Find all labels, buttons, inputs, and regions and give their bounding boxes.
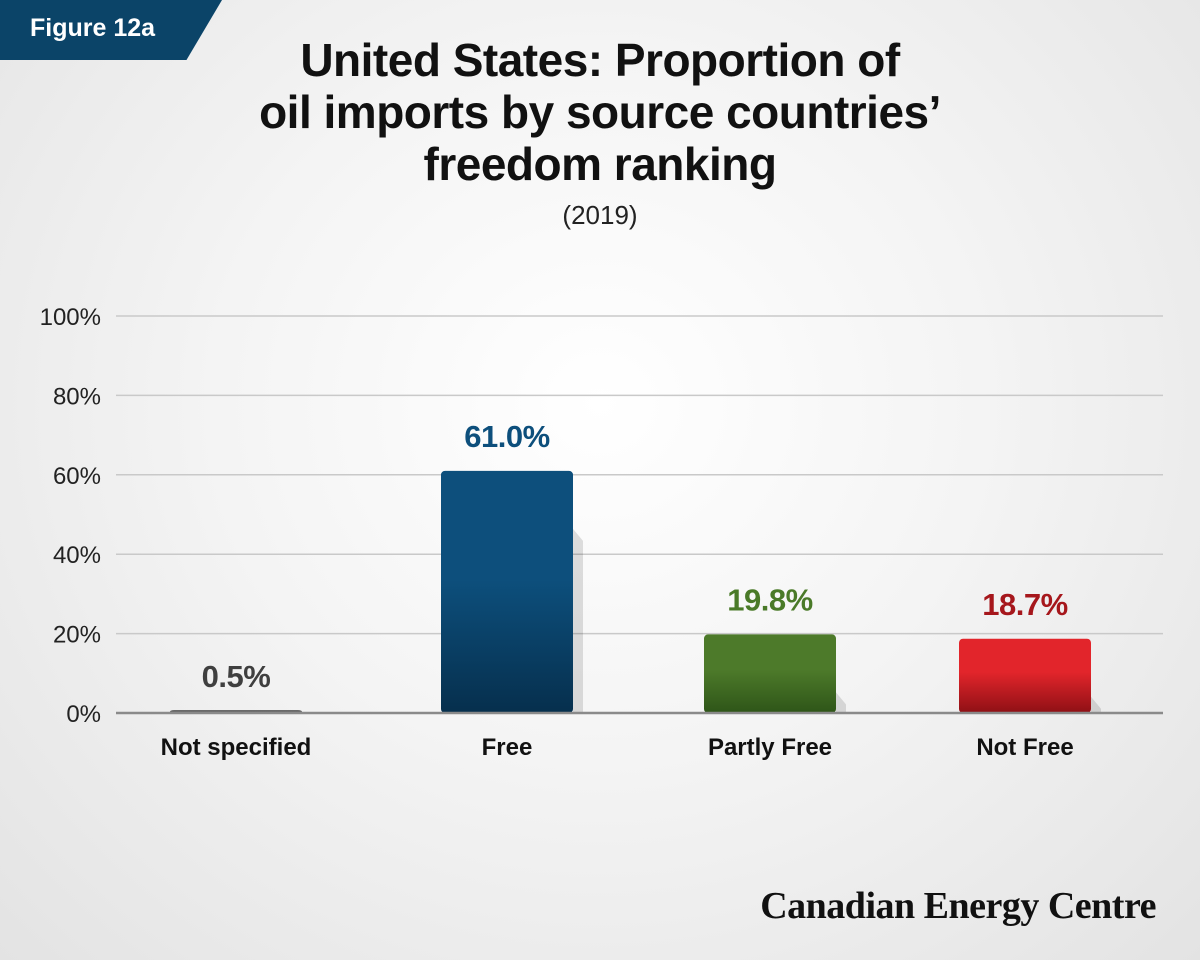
y-tick-label: 20% — [53, 622, 101, 649]
category-label: Partly Free — [708, 734, 832, 761]
bar-partly-free — [704, 634, 836, 713]
bar-shadow — [1091, 696, 1101, 713]
bar-free — [441, 470, 573, 713]
chart-title-line-2: oil imports by source countries’ — [259, 86, 941, 138]
data-label: 0.5% — [202, 659, 271, 694]
figure-label: Figure 12a — [30, 14, 156, 42]
y-axis-ticks: 0% 20% 40% 60% 80% 100% — [40, 304, 101, 728]
brand-logo-text: Canadian Energy Centre — [760, 885, 1156, 927]
chart-subtitle: (2019) — [562, 200, 638, 230]
bar-not-free — [959, 638, 1091, 713]
chart-title-line-3: freedom ranking — [423, 138, 777, 190]
gridlines — [116, 315, 1163, 635]
bars — [170, 470, 1101, 713]
bar-shadow — [573, 528, 583, 713]
figure-label-tab — [0, 0, 222, 60]
y-tick-label: 40% — [53, 542, 101, 569]
category-label: Free — [482, 734, 533, 761]
data-labels: 0.5% 61.0% 19.8% 18.7% — [202, 419, 1069, 694]
data-label: 61.0% — [464, 419, 549, 454]
y-tick-label: 60% — [53, 463, 101, 490]
chart-title: United States: Proportion of oil imports… — [150, 34, 1050, 190]
y-tick-label: 80% — [53, 383, 101, 410]
y-tick-label: 0% — [66, 701, 101, 728]
bar-shadow — [836, 692, 846, 713]
data-label: 18.7% — [982, 587, 1067, 622]
chart-title-line-1: United States: Proportion of — [300, 34, 900, 86]
y-tick-label: 100% — [40, 304, 101, 331]
data-label: 19.8% — [727, 582, 812, 617]
category-label: Not specified — [161, 734, 312, 761]
category-label: Not Free — [976, 734, 1073, 761]
category-labels: Not specified Free Partly Free Not Free — [161, 734, 1074, 761]
